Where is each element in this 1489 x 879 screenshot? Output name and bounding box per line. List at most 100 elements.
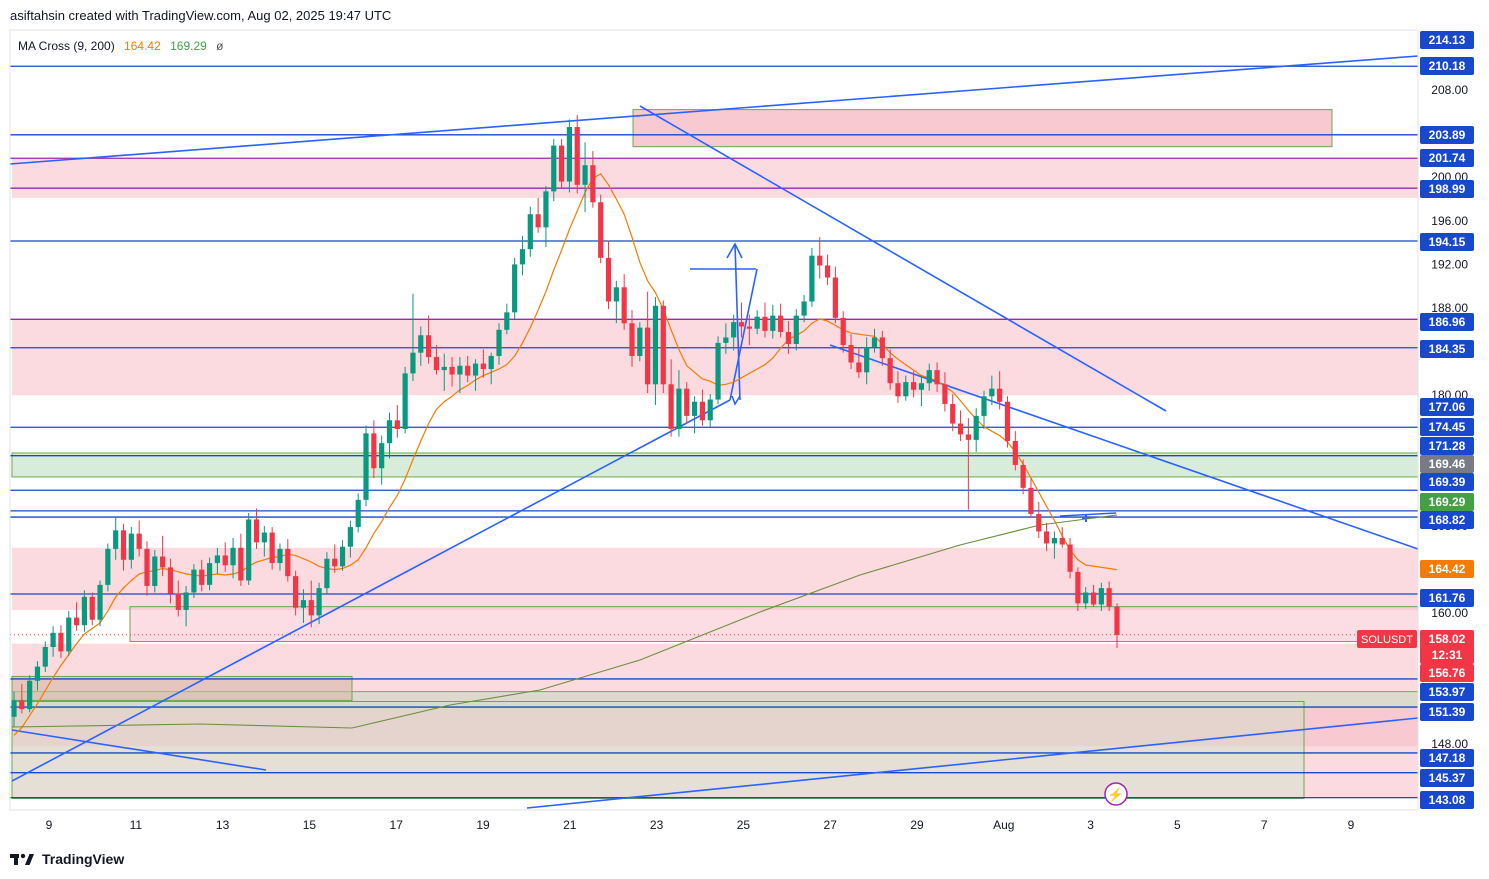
price-label-box (1420, 769, 1474, 787)
candle-body (433, 357, 440, 371)
header-title: asiftahsin created with TradingView.com,… (10, 8, 392, 23)
x-tick-label: 7 (1261, 818, 1268, 832)
candle-body (457, 365, 463, 375)
y-tick-label: 160.00 (1431, 606, 1468, 620)
candle-body (222, 555, 228, 566)
price-label-box (1420, 418, 1474, 436)
candle-body (386, 420, 393, 444)
trend-line (1059, 512, 1117, 517)
candle-body (1059, 537, 1065, 545)
indicator-legend[interactable]: MA Cross (9, 200) 164.42 169.29 ø (18, 39, 223, 53)
ma-slow-value: 169.29 (170, 39, 207, 53)
x-tick-label: 9 (46, 818, 53, 832)
price-label-box (1420, 511, 1474, 529)
y-tick-label: 188.00 (1431, 301, 1468, 315)
candle-body (238, 547, 244, 581)
price-label-box (1420, 473, 1474, 491)
candle-body (605, 257, 612, 302)
candle-body (214, 555, 220, 564)
candle-body (950, 403, 956, 424)
candle-body (997, 388, 1003, 402)
candle-body (426, 335, 432, 358)
candle-body (73, 617, 80, 626)
candle-body (97, 584, 103, 620)
price-label-box (1420, 126, 1474, 144)
price-label-box (1420, 340, 1474, 358)
green-zone (11, 700, 1305, 799)
candle-body (871, 337, 878, 348)
x-tick-label: 15 (303, 818, 317, 832)
candle-body (715, 342, 721, 400)
price-label-box (1420, 791, 1474, 809)
candle-body (402, 373, 408, 429)
candle-body (1098, 588, 1104, 605)
price-label-box (1420, 664, 1474, 682)
price-label: 169.29 (1429, 495, 1466, 509)
candle-body (394, 420, 400, 429)
candle-body (1114, 606, 1120, 635)
candle-body (441, 366, 447, 371)
candle-body (723, 337, 729, 343)
x-tick-label: 29 (910, 818, 924, 832)
candle-body (965, 434, 971, 440)
candle-body (1043, 531, 1050, 544)
candle-body (558, 145, 565, 182)
ma-slow-line (11, 514, 1118, 729)
candle-body (684, 388, 690, 416)
candle-body (81, 596, 88, 626)
candle-body (285, 548, 291, 577)
candle-body (324, 558, 330, 589)
candle-body (934, 370, 940, 385)
candle-body (1067, 544, 1073, 572)
price-label: 169.39 (1429, 475, 1466, 489)
price-label: 184.35 (1429, 342, 1466, 356)
price-label: 12:31 (1432, 648, 1463, 662)
candle-body (418, 335, 424, 353)
candle-body (355, 499, 361, 528)
candle-body (629, 323, 635, 356)
candle-body (668, 384, 674, 429)
price-label-box (1420, 313, 1474, 331)
price-label: 164.42 (1429, 562, 1466, 576)
price-label-box (1420, 398, 1474, 416)
candle-body (58, 632, 64, 652)
price-label: 177.06 (1429, 400, 1466, 414)
candle-body (19, 700, 25, 710)
price-label-box (1420, 233, 1474, 251)
candle-body (817, 255, 823, 266)
green-outline-zone (129, 606, 1419, 643)
price-label: 143.08 (1429, 793, 1466, 807)
candle-body (840, 317, 846, 346)
trend-line (11, 399, 731, 782)
candle-body (621, 287, 627, 324)
price-label-box (1420, 749, 1474, 767)
price-label-box (1420, 180, 1474, 198)
trend-line (11, 729, 267, 771)
price-label: 201.74 (1429, 151, 1466, 165)
candle-body (371, 433, 377, 469)
price-label: 203.89 (1429, 128, 1466, 142)
price-label: 151.39 (1429, 705, 1466, 719)
candle-body (308, 600, 314, 616)
x-tick-label: 19 (476, 818, 490, 832)
x-tick-label: 23 (650, 818, 664, 832)
x-tick-label: 9 (1348, 818, 1355, 832)
candle-body (136, 533, 142, 549)
candle-body (754, 316, 760, 329)
lightning-icon (1104, 782, 1128, 806)
x-tick-label: 27 (824, 818, 838, 832)
candle-body (1036, 514, 1042, 532)
candle-body (1012, 440, 1018, 465)
eye-slash-icon[interactable]: ø (216, 39, 224, 53)
candle-body (488, 355, 494, 370)
candle-body (590, 165, 596, 203)
price-label-box (1420, 455, 1474, 473)
candle-body (652, 305, 659, 385)
x-tick-label: 13 (216, 818, 230, 832)
candle-body (582, 165, 588, 185)
candle-body (660, 305, 666, 385)
candle-body (778, 315, 784, 332)
candle-body (293, 576, 299, 608)
candle-body (277, 548, 283, 564)
